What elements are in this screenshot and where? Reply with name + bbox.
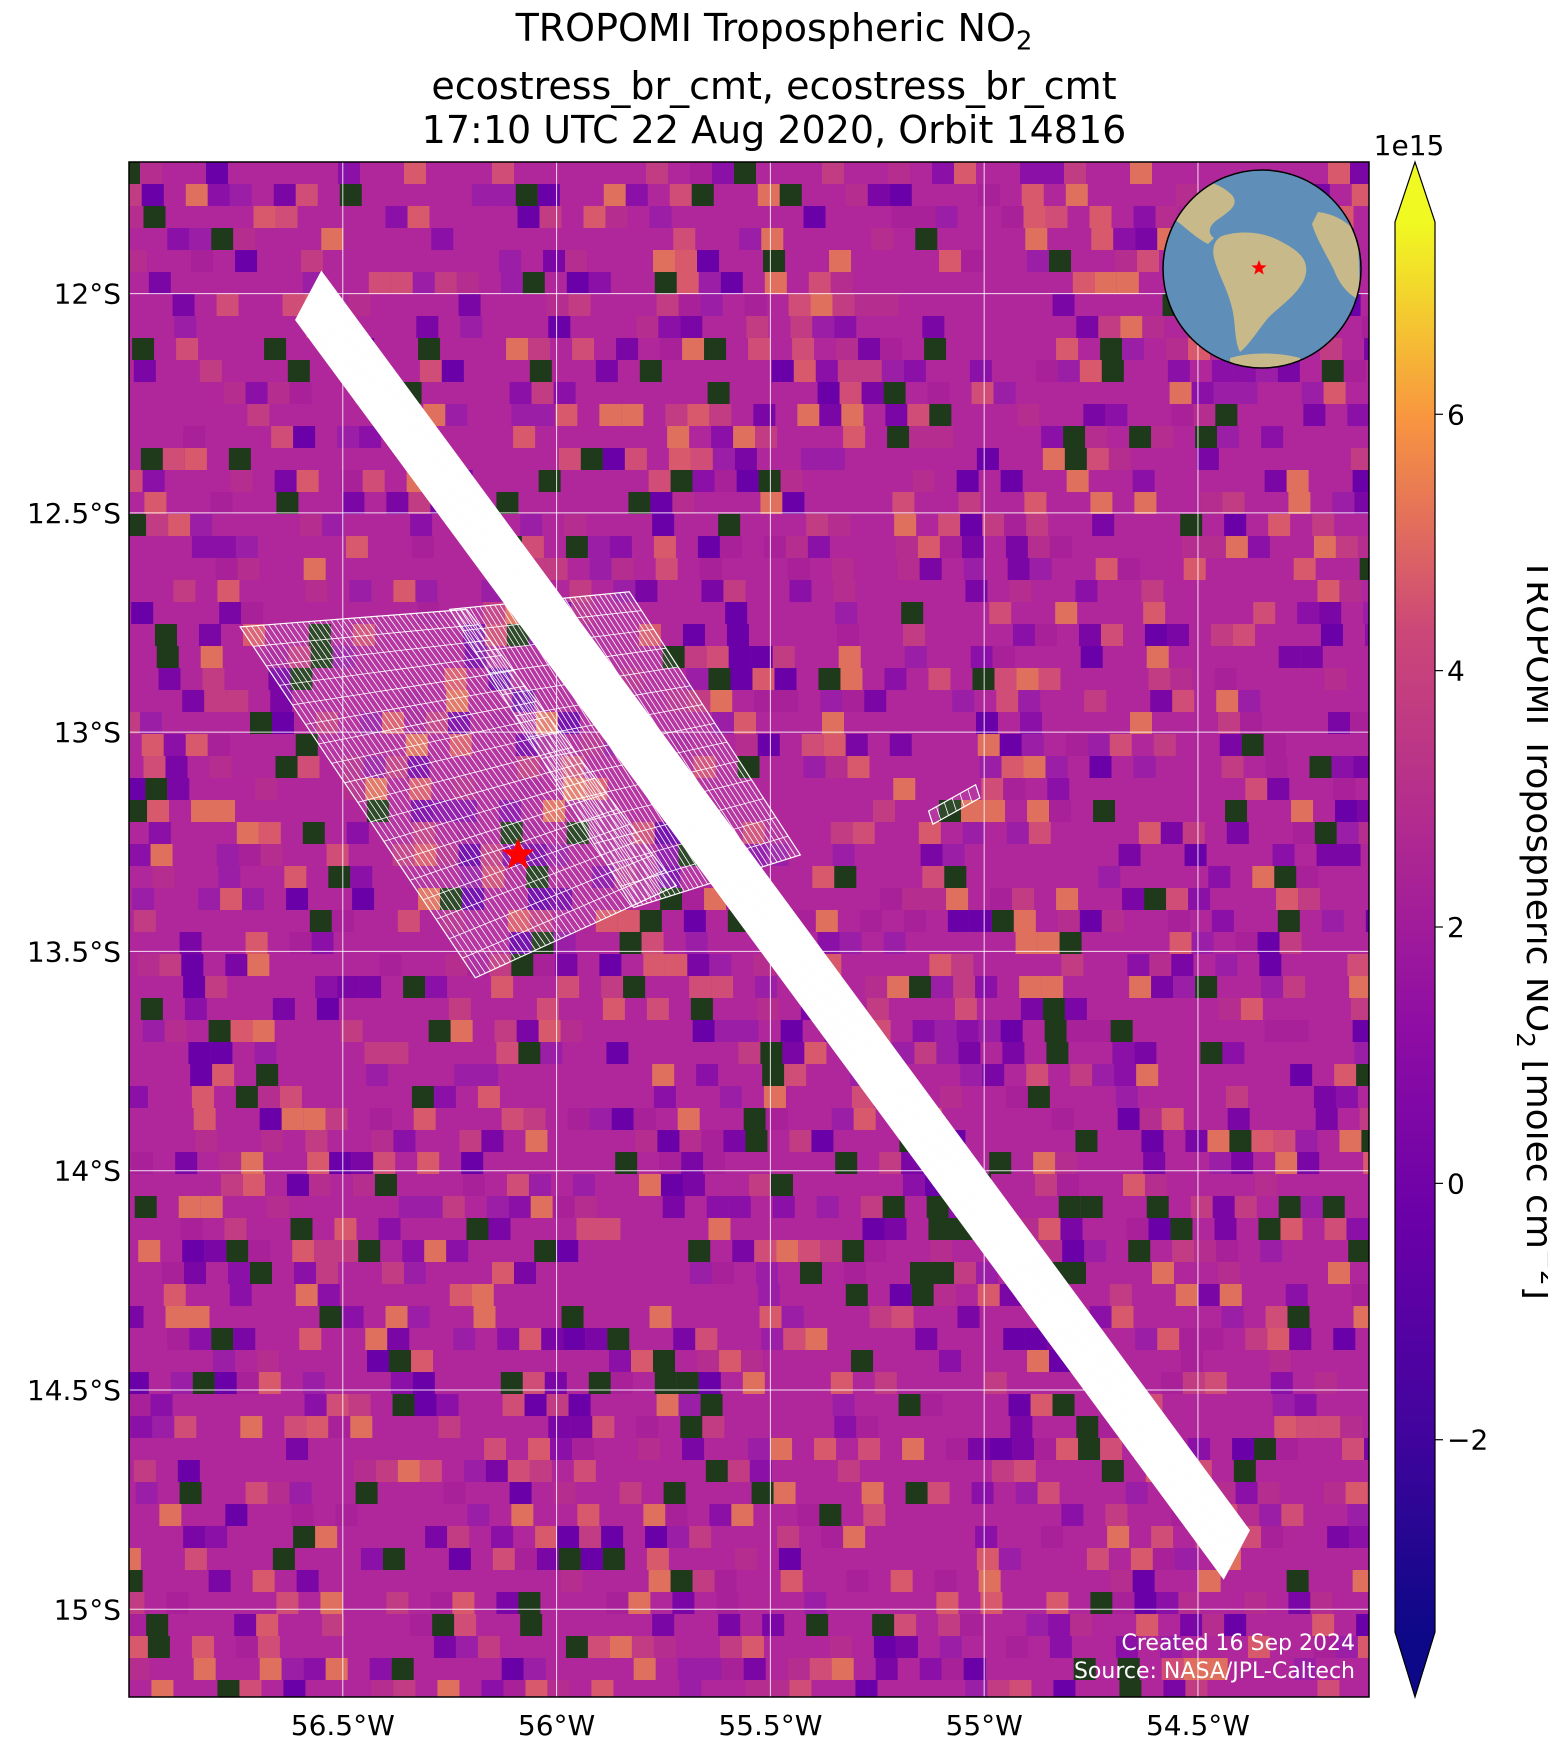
map-panel: Created 16 Sep 2024 Source: NASA/JPL-Cal… bbox=[128, 161, 1370, 1698]
credit-created: Created 16 Sep 2024 bbox=[1122, 1631, 1356, 1656]
globe-land-africa bbox=[1312, 212, 1360, 300]
lon-tick-label-2: 55.5°W bbox=[718, 1709, 822, 1742]
colorbar-extend-max bbox=[1395, 162, 1435, 222]
colorbar-ticks: 6 4 2 0 −2 bbox=[1435, 398, 1488, 1457]
colorbar-tick-label-2: 2 bbox=[1447, 911, 1465, 944]
lat-tick-label-4: 14°S bbox=[54, 1155, 121, 1188]
colorbar-scale-label: 1e15 bbox=[1374, 129, 1445, 162]
swath-small bbox=[927, 783, 981, 826]
swath-block-east bbox=[448, 591, 802, 909]
figure-title: TROPOMI Tropospheric NO2 ecostress_br_cm… bbox=[0, 6, 1548, 152]
title-line-3: 17:10 UTC 22 Aug 2020, Orbit 14816 bbox=[421, 107, 1127, 152]
lat-tick-label-3: 13.5°S bbox=[27, 935, 121, 968]
colorbar-extend-min bbox=[1395, 1632, 1435, 1697]
colorbar-tick-label-1: 4 bbox=[1447, 655, 1465, 688]
colorbar-tick-label-4: −2 bbox=[1447, 1424, 1488, 1457]
map-frame bbox=[128, 161, 1370, 1698]
colorbar-gradient bbox=[1395, 222, 1435, 1632]
lat-tick-label-2: 13°S bbox=[54, 716, 121, 749]
lat-tick-label-5: 14.5°S bbox=[27, 1374, 121, 1407]
swath-block-west bbox=[239, 608, 678, 979]
site-marker-star-icon bbox=[501, 837, 535, 869]
lat-tick-label-6: 15°S bbox=[54, 1593, 121, 1626]
lon-tick-label-4: 54.5°W bbox=[1146, 1709, 1250, 1742]
latitude-tick-labels: 12°S 12.5°S 13°S 13.5°S 14°S 14.5°S 15°S bbox=[27, 278, 121, 1627]
title-line-2: ecostress_br_cmt, ecostress_br_cmt bbox=[431, 63, 1117, 108]
globe-land-south-america bbox=[1213, 232, 1307, 352]
ecostress-swath-outline bbox=[239, 270, 1250, 1580]
lat-tick-label-0: 12°S bbox=[54, 278, 121, 311]
lon-tick-label-1: 56°W bbox=[518, 1709, 595, 1742]
lon-tick-label-0: 56.5°W bbox=[291, 1709, 395, 1742]
globe-marker-star-icon bbox=[1251, 260, 1267, 275]
colorbar-tick-label-3: 0 bbox=[1447, 1167, 1465, 1200]
inset-globe-icon bbox=[1162, 169, 1362, 369]
colorbar: 1e15 6 4 2 0 −2 TROPOMI Tropospheric NO2 [mo… bbox=[1374, 129, 1548, 1700]
lon-tick-label-3: 55°W bbox=[946, 1709, 1023, 1742]
longitude-tick-labels: 56.5°W 56°W 55.5°W 55°W 54.5°W bbox=[291, 1709, 1250, 1742]
lat-tick-label-1: 12.5°S bbox=[27, 497, 121, 530]
title-line-1: TROPOMI Tropospheric NO2 bbox=[515, 6, 1033, 57]
colorbar-tick-label-0: 6 bbox=[1447, 398, 1465, 431]
credit-source: Source: NASA/JPL-Caltech bbox=[1074, 1659, 1355, 1684]
colorbar-label: TROPOMI Tropospheric NO2 [molec cm−2] bbox=[1511, 557, 1548, 1300]
swath-strip-main bbox=[295, 270, 1250, 1580]
